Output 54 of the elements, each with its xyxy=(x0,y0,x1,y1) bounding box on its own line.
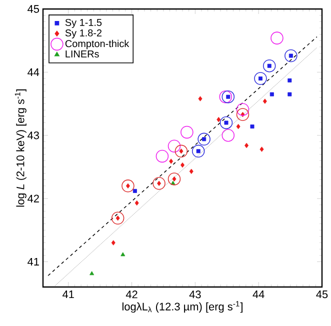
y-tick-label: 44 xyxy=(28,68,40,76)
point xyxy=(262,98,267,104)
point xyxy=(244,142,249,148)
legend-label: Sy 1-1.5 xyxy=(65,18,102,28)
point xyxy=(270,92,274,96)
legend-label: Compton-thick xyxy=(65,40,130,50)
point xyxy=(288,92,292,96)
point xyxy=(132,188,137,193)
point xyxy=(170,180,176,185)
x-tick-label: 41 xyxy=(62,290,74,298)
y-tick-label: 45 xyxy=(28,5,40,13)
x-tick-label: 43 xyxy=(189,290,201,298)
point xyxy=(236,103,250,116)
point xyxy=(260,146,264,152)
point xyxy=(284,49,298,62)
y-tick-label: 41 xyxy=(28,258,39,266)
point xyxy=(198,96,202,102)
y-tick-label: 42 xyxy=(28,194,39,202)
point xyxy=(120,252,126,256)
point xyxy=(236,108,250,121)
y-axis-title: log L (2-10 keV) [erg s$^{-1}$] xyxy=(14,89,26,207)
point xyxy=(219,90,232,104)
point xyxy=(180,126,194,139)
point xyxy=(189,168,194,174)
point xyxy=(134,200,139,206)
point xyxy=(216,116,221,122)
point xyxy=(152,177,166,190)
point xyxy=(192,144,205,158)
point xyxy=(222,90,235,104)
point xyxy=(174,144,188,158)
point xyxy=(156,150,169,163)
point xyxy=(262,59,276,72)
point xyxy=(111,212,124,225)
x-axis-title: logλL$_{λ}$ (12.3 µm) [erg s$^{-1}$] xyxy=(122,301,242,313)
point xyxy=(236,124,240,130)
point xyxy=(122,180,134,192)
y-tick-label: 43 xyxy=(28,131,39,140)
point xyxy=(90,271,94,276)
point xyxy=(168,172,181,186)
point xyxy=(220,116,233,130)
point xyxy=(222,128,235,142)
x-tick-label: 45 xyxy=(316,290,328,298)
point xyxy=(169,158,174,164)
point xyxy=(168,140,181,152)
point xyxy=(111,240,116,246)
x-tick-label: 42 xyxy=(126,290,138,298)
legend-label: LINERs xyxy=(66,50,99,58)
legend-label: Sy 1.8-2 xyxy=(65,29,102,38)
point xyxy=(270,32,284,44)
x-tick-label: 44 xyxy=(252,290,264,298)
point xyxy=(198,132,210,146)
point xyxy=(250,124,254,129)
point xyxy=(288,78,292,82)
point xyxy=(254,72,267,85)
